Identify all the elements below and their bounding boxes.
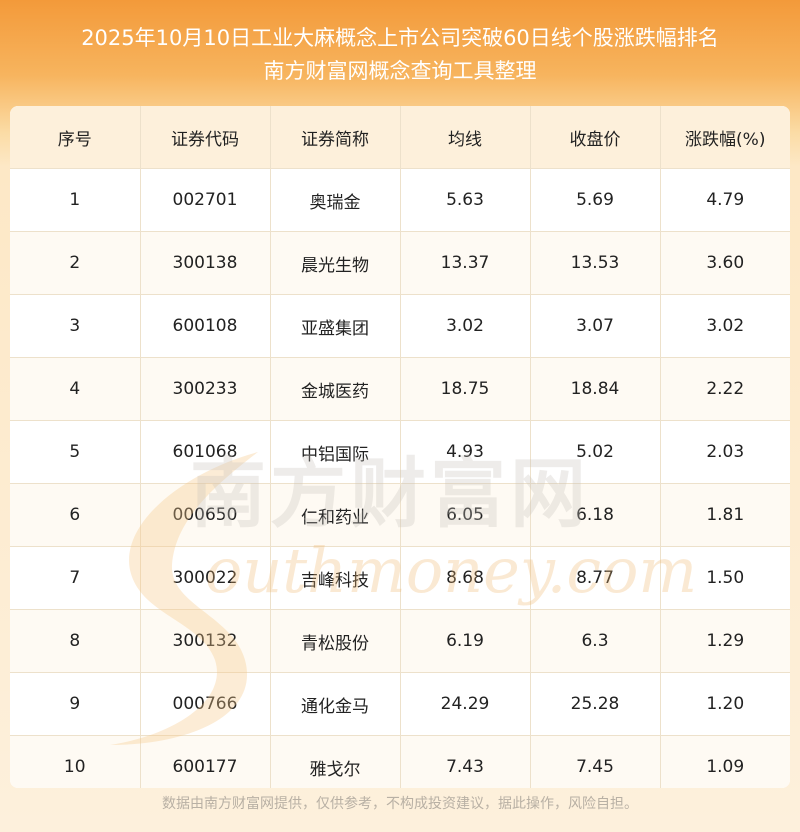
cell-name: 雅戈尔 <box>270 735 401 788</box>
cell-change: 2.03 <box>660 420 790 484</box>
cell-index: 4 <box>10 357 141 421</box>
table-row: 6 000650 仁和药业 6.05 6.18 1.81 <box>10 483 790 547</box>
cell-index: 3 <box>10 294 141 358</box>
table-row: 3 600108 亚盛集团 3.02 3.07 3.02 <box>10 294 790 358</box>
cell-code: 300132 <box>140 609 271 673</box>
column-header-close: 收盘价 <box>530 106 661 169</box>
column-header-name: 证券简称 <box>270 106 401 169</box>
cell-index: 6 <box>10 483 141 547</box>
cell-index: 2 <box>10 231 141 295</box>
cell-code: 600177 <box>140 735 271 788</box>
cell-close: 13.53 <box>530 231 661 295</box>
column-header-ma: 均线 <box>400 106 531 169</box>
cell-name: 金城医药 <box>270 357 401 421</box>
cell-code: 601068 <box>140 420 271 484</box>
cell-code: 300138 <box>140 231 271 295</box>
page-title: 2025年10月10日工业大麻概念上市公司突破60日线个股涨跌幅排名 <box>81 26 719 50</box>
page-subtitle: 南方财富网概念查询工具整理 <box>263 59 537 83</box>
cell-close: 18.84 <box>530 357 661 421</box>
cell-name: 奥瑞金 <box>270 168 401 232</box>
table-row: 1 002701 奥瑞金 5.63 5.69 4.79 <box>10 168 790 232</box>
cell-name: 晨光生物 <box>270 231 401 295</box>
cell-code: 000766 <box>140 672 271 736</box>
cell-name: 亚盛集团 <box>270 294 401 358</box>
table-row: 9 000766 通化金马 24.29 25.28 1.20 <box>10 672 790 736</box>
table-row: 7 300022 吉峰科技 8.68 8.77 1.50 <box>10 546 790 610</box>
cell-change: 1.09 <box>660 735 790 788</box>
cell-name: 中铝国际 <box>270 420 401 484</box>
cell-name: 通化金马 <box>270 672 401 736</box>
table-row: 5 601068 中铝国际 4.93 5.02 2.03 <box>10 420 790 484</box>
cell-index: 10 <box>10 735 141 788</box>
table-row: 10 600177 雅戈尔 7.43 7.45 1.09 <box>10 735 790 788</box>
cell-index: 8 <box>10 609 141 673</box>
cell-ma: 24.29 <box>400 672 531 736</box>
cell-name: 青松股份 <box>270 609 401 673</box>
cell-ma: 6.05 <box>400 483 531 547</box>
table-row: 4 300233 金城医药 18.75 18.84 2.22 <box>10 357 790 421</box>
table-row: 8 300132 青松股份 6.19 6.3 1.29 <box>10 609 790 673</box>
cell-close: 5.69 <box>530 168 661 232</box>
table-body: 1 002701 奥瑞金 5.63 5.69 4.79 2 300138 晨光生物 13.37 13… <box>10 168 790 788</box>
cell-ma: 5.63 <box>400 168 531 232</box>
cell-change: 3.60 <box>660 231 790 295</box>
table-header-row: 序号 证券代码 证券简称 均线 收盘价 涨跌幅(%) <box>10 106 790 169</box>
cell-close: 3.07 <box>530 294 661 358</box>
cell-change: 1.29 <box>660 609 790 673</box>
column-header-change: 涨跌幅(%) <box>660 106 790 169</box>
cell-change: 2.22 <box>660 357 790 421</box>
cell-name: 吉峰科技 <box>270 546 401 610</box>
cell-code: 300233 <box>140 357 271 421</box>
cell-change: 3.02 <box>660 294 790 358</box>
cell-code: 300022 <box>140 546 271 610</box>
cell-index: 5 <box>10 420 141 484</box>
disclaimer-text: 数据由南方财富网提供，仅供参考，不构成投资建议，据此操作，风险自担。 <box>162 796 638 812</box>
cell-ma: 4.93 <box>400 420 531 484</box>
cell-close: 7.45 <box>530 735 661 788</box>
cell-close: 8.77 <box>530 546 661 610</box>
cell-ma: 13.37 <box>400 231 531 295</box>
cell-change: 1.20 <box>660 672 790 736</box>
cell-ma: 3.02 <box>400 294 531 358</box>
cell-close: 6.18 <box>530 483 661 547</box>
cell-index: 9 <box>10 672 141 736</box>
cell-close: 6.3 <box>530 609 661 673</box>
cell-change: 1.81 <box>660 483 790 547</box>
ranking-table: 序号 证券代码 证券简称 均线 收盘价 涨跌幅(%) 1 002701 奥瑞金 5.6… <box>10 106 790 788</box>
cell-change: 1.50 <box>660 546 790 610</box>
cell-ma: 18.75 <box>400 357 531 421</box>
cell-ma: 7.43 <box>400 735 531 788</box>
cell-ma: 8.68 <box>400 546 531 610</box>
cell-index: 7 <box>10 546 141 610</box>
cell-code: 002701 <box>140 168 271 232</box>
cell-close: 5.02 <box>530 420 661 484</box>
ranking-table-container: 序号 证券代码 证券简称 均线 收盘价 涨跌幅(%) 1 002701 奥瑞金 5.6… <box>10 106 790 788</box>
cell-code: 000650 <box>140 483 271 547</box>
column-header-code: 证券代码 <box>140 106 271 169</box>
cell-index: 1 <box>10 168 141 232</box>
cell-name: 仁和药业 <box>270 483 401 547</box>
cell-code: 600108 <box>140 294 271 358</box>
table-row: 2 300138 晨光生物 13.37 13.53 3.60 <box>10 231 790 295</box>
cell-change: 4.79 <box>660 168 790 232</box>
cell-close: 25.28 <box>530 672 661 736</box>
column-header-index: 序号 <box>10 106 141 169</box>
cell-ma: 6.19 <box>400 609 531 673</box>
